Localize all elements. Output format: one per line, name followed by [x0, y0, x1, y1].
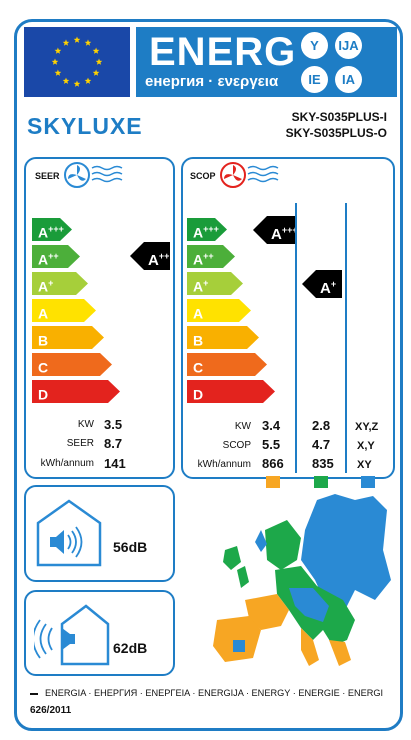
- seer-label-kw: KW: [77, 419, 94, 430]
- seer-class-arrow: A+: [32, 272, 88, 295]
- seer-class-arrow: C: [32, 353, 112, 376]
- scop-colder-kw: XY,Z: [355, 421, 379, 433]
- seer-class-arrow: A+++: [32, 218, 72, 241]
- language-badge: IA: [335, 66, 362, 93]
- fan-icon: [220, 162, 279, 188]
- seer-class-arrow: B: [32, 326, 104, 349]
- eu-star-icon: [51, 58, 59, 65]
- house-icon: [34, 604, 110, 666]
- label-frame: [14, 19, 403, 731]
- europe-map-icon: [213, 494, 391, 666]
- energy-title: ENERG: [149, 30, 297, 74]
- model-outdoor: SKY-S035PLUS-O: [285, 126, 387, 140]
- footer-dash: [30, 693, 38, 695]
- brand-logo: SKYLUXE: [27, 113, 143, 139]
- colder-zone-swatch: [361, 476, 375, 488]
- eu-star-icon: [84, 77, 92, 84]
- scop-label-kwh: kWh/annum: [197, 459, 251, 470]
- house-icon: [36, 499, 102, 567]
- fan-icon: [64, 162, 123, 188]
- indoor-noise-panel: [24, 485, 175, 582]
- regulation-number: 626/2011: [30, 705, 72, 716]
- scop-label-scop: SCOP: [222, 440, 251, 451]
- eu-star-icon: [95, 58, 103, 65]
- divider-line: [345, 203, 347, 473]
- eu-star-icon: [62, 39, 70, 46]
- footer-languages: ENERGIA · ЕНЕРГИЯ · ΕΝΕΡΓΕΙΑ · ENERGIJA …: [45, 688, 384, 698]
- scop-class-arrow: D: [187, 380, 275, 403]
- seer-title: SEER: [35, 171, 60, 181]
- seer-panel: [24, 157, 175, 479]
- scop-class-arrow: A++: [187, 245, 235, 268]
- seer-label-kwh: kWh/annum: [40, 458, 94, 469]
- language-badge: IE: [301, 66, 328, 93]
- scop-label-kw: KW: [234, 421, 251, 432]
- energy-subtitle: енергия · ενεργεια: [145, 73, 279, 90]
- scop-warmer-kwh: 866: [262, 456, 284, 471]
- model-indoor: SKY-S035PLUS-I: [291, 110, 387, 124]
- eu-star-icon: [92, 47, 100, 54]
- seer-value-seer: 8.7: [104, 436, 123, 451]
- seer-class-arrow: A: [32, 299, 96, 322]
- eu-star-icon: [54, 47, 62, 54]
- scop-class-arrow: A: [187, 299, 251, 322]
- seer-class-arrow: D: [32, 380, 120, 403]
- scop-warmer-kw: 3.4: [262, 418, 281, 433]
- divider-line: [295, 203, 297, 473]
- scop-average-kw: 2.8: [312, 418, 331, 433]
- outdoor-noise-panel: [24, 590, 175, 676]
- average-zone-swatch: [314, 476, 328, 488]
- scop-class-arrow: B: [187, 326, 259, 349]
- scop-average-kwh: 835: [312, 456, 334, 471]
- language-badge: IJA: [335, 32, 362, 59]
- warmer-zone-swatch: [266, 476, 280, 488]
- eu-star-icon: [73, 80, 81, 87]
- scop-colder-scop: X,Y: [357, 440, 375, 452]
- eu-star-icon: [73, 36, 81, 43]
- speaker-icon: [50, 526, 83, 558]
- scop-warmer-scop: 5.5: [262, 437, 281, 452]
- scop-class-arrow: A+++: [187, 218, 227, 241]
- indoor-noise-value: 56dB: [113, 539, 148, 555]
- eu-star-icon: [92, 69, 100, 76]
- seer-class-arrow: A++: [32, 245, 80, 268]
- seer-label-seer: SEER: [66, 438, 94, 449]
- scop-average-scop: 4.7: [312, 437, 331, 452]
- eu-star-icon: [84, 39, 92, 46]
- seer-value-kw: 3.5: [104, 417, 123, 432]
- scop-panel: [181, 157, 395, 479]
- scop-class-arrow: A+: [187, 272, 243, 295]
- language-badge: Y: [301, 32, 328, 59]
- seer-value-kwh: 141: [104, 456, 126, 471]
- outdoor-noise-value: 62dB: [113, 640, 148, 656]
- scop-title: SCOP: [190, 171, 216, 181]
- eu-star-icon: [54, 69, 62, 76]
- speaker-icon: [34, 619, 75, 659]
- scop-colder-kwh: XY: [357, 459, 372, 471]
- eu-star-icon: [62, 77, 70, 84]
- scop-class-arrow: C: [187, 353, 267, 376]
- eu-flag-icon: [24, 27, 130, 97]
